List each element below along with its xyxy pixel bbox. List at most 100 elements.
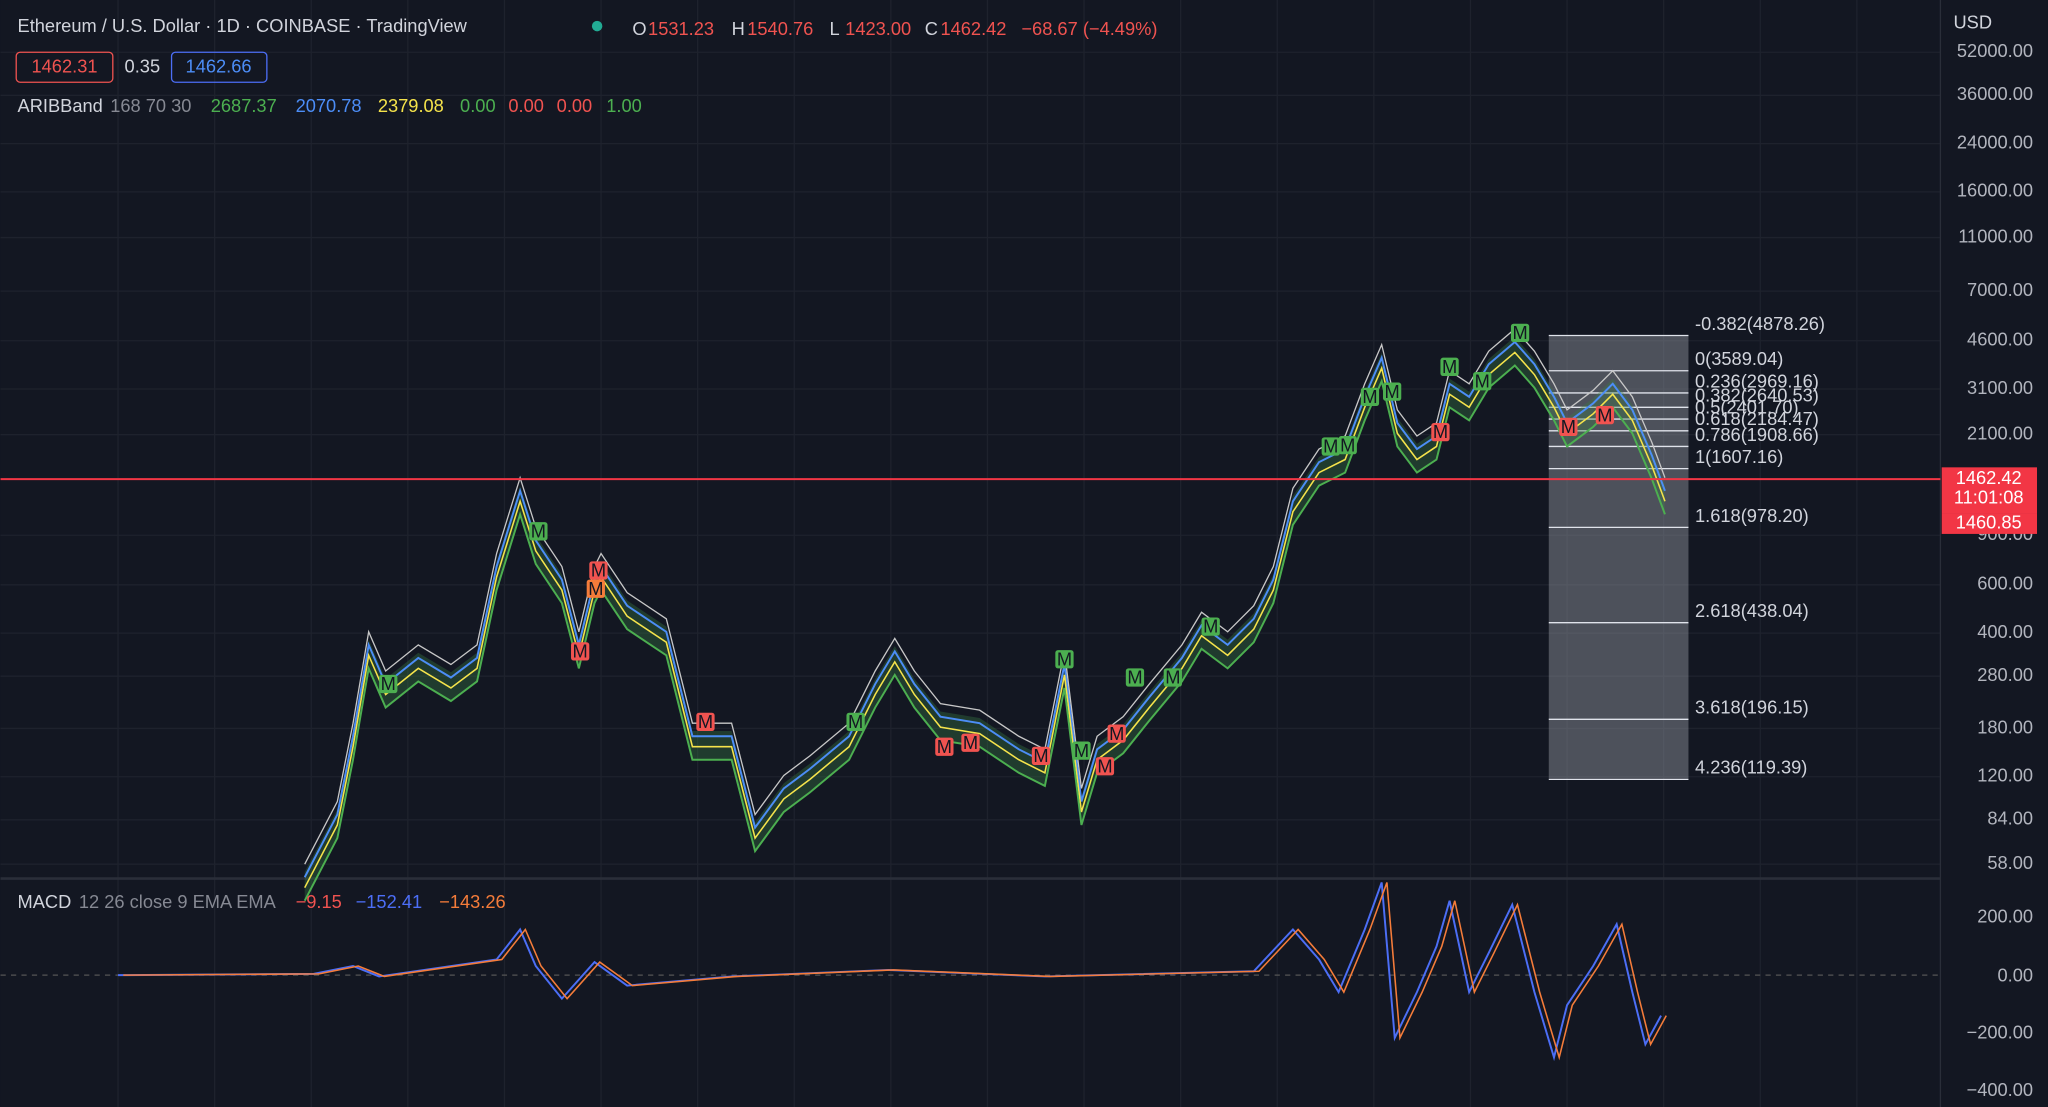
signal-marker-label: M xyxy=(698,711,713,732)
ohlc-label: L xyxy=(829,18,839,39)
band-fill xyxy=(304,336,1665,901)
fib-label: 0.786(1908.66) xyxy=(1695,424,1819,445)
band-lower xyxy=(303,364,1666,902)
price-axis-label: 400.00 xyxy=(1977,621,2033,642)
chart-title: Ethereum / U.S. Dollar · 1D · COINBASE ·… xyxy=(18,15,468,36)
price-path xyxy=(304,328,1666,865)
fib-label: 0(3589.04) xyxy=(1695,348,1783,369)
price-axis-label: 180.00 xyxy=(1977,716,2033,737)
price-axis-label: 58.00 xyxy=(1987,852,2033,873)
fib-label: 0.5(2401.70) xyxy=(1695,396,1799,417)
price-axis-label: 84.00 xyxy=(1987,808,2033,829)
signal-marker-label: M xyxy=(1442,356,1457,377)
signal-marker-label: M xyxy=(381,673,396,694)
signal-marker-label: M xyxy=(573,641,588,662)
last-price-tag xyxy=(1941,467,2038,514)
price-axis-label: 11000.00 xyxy=(1958,225,2033,246)
fib-label: 2.618(438.04) xyxy=(1695,600,1809,621)
signal-marker xyxy=(1440,357,1459,376)
signal-marker-label: M xyxy=(1561,416,1576,437)
signal-marker xyxy=(1031,746,1051,765)
indicator-value: 0.00 xyxy=(557,95,593,116)
fib-label: 0.618(2184.47) xyxy=(1695,408,1819,429)
signal-marker xyxy=(696,712,715,732)
signal-marker xyxy=(1095,757,1115,776)
signal-marker-label: M xyxy=(1033,745,1048,766)
signal-marker-label: M xyxy=(591,560,606,581)
signal-marker xyxy=(589,561,608,580)
ask-box xyxy=(170,51,268,83)
signal-marker-label: M xyxy=(1057,648,1072,669)
price-axis-label: 16000.00 xyxy=(1957,180,2033,201)
ohlc-label: H xyxy=(732,18,745,39)
signal-marker xyxy=(1107,724,1126,743)
signal-marker xyxy=(1163,668,1182,687)
signal-marker-label: M xyxy=(848,711,863,732)
indicator-params: 12 26 close 9 EMA EMA xyxy=(79,891,277,912)
signal-marker-label: M xyxy=(588,578,603,599)
indicator-name: ARIBBand xyxy=(18,95,103,116)
indicator-value: 2070.78 xyxy=(296,95,362,116)
macd-axis-label: −200.00 xyxy=(1967,1022,2034,1043)
ohlc-value: 1531.23 xyxy=(648,18,714,39)
signal-marker xyxy=(1431,422,1450,442)
indicator-value: 0.00 xyxy=(508,95,544,116)
signal-marker-label: M xyxy=(1323,436,1338,457)
ohlc-label: O xyxy=(632,18,646,39)
indicator-value: 2379.08 xyxy=(378,95,444,116)
price-axis-label: 4600.00 xyxy=(1967,329,2033,350)
fib-label: 0.382(2640.53) xyxy=(1695,385,1819,406)
signal-marker-label: M xyxy=(531,520,546,541)
signal-marker xyxy=(846,712,865,732)
indicator-value: 0.00 xyxy=(460,95,496,116)
status-dot xyxy=(591,20,603,32)
signal-line xyxy=(123,882,1667,1061)
signal-marker xyxy=(529,522,548,541)
fib-label: 4.236(119.39) xyxy=(1695,757,1807,778)
signal-marker-label: M xyxy=(1203,616,1218,637)
signal-marker xyxy=(1055,650,1074,669)
price-axis-label: 7000.00 xyxy=(1967,279,2033,300)
indicator-value: 2687.37 xyxy=(211,95,277,116)
signal-marker xyxy=(1360,387,1380,406)
indicator-value: −143.26 xyxy=(439,891,506,912)
macd-axis-label: −400.00 xyxy=(1967,1079,2034,1100)
signal-marker xyxy=(935,737,954,756)
price-axis-label: 52000.00 xyxy=(1957,40,2033,61)
signal-marker-label: M xyxy=(1097,755,1112,776)
signal-marker-label: M xyxy=(1340,434,1355,455)
signal-marker xyxy=(1125,668,1145,687)
price-axis-label: 3100.00 xyxy=(1967,377,2033,398)
signal-marker-label: M xyxy=(1362,386,1377,407)
signal-marker xyxy=(961,733,980,752)
signal-marker xyxy=(1559,417,1578,437)
price-axis-label: 24000.00 xyxy=(1957,131,2033,152)
signal-marker xyxy=(586,579,605,598)
signal-marker xyxy=(1595,405,1615,425)
signal-marker xyxy=(1072,741,1091,760)
ohlc-value: 1423.00 xyxy=(845,18,911,39)
fib-label: 3.618(196.15) xyxy=(1695,697,1809,718)
price-axis-label: 120.00 xyxy=(1977,765,2033,786)
signal-marker-label: M xyxy=(1165,667,1180,688)
signal-marker-label: M xyxy=(1074,740,1089,761)
signal-marker xyxy=(1338,436,1357,455)
price-axis-label: 2100.00 xyxy=(1967,423,2033,444)
indicator-params: 168 70 30 xyxy=(110,95,191,116)
price-axis-label: 280.00 xyxy=(1977,664,2033,685)
signal-marker-label: M xyxy=(1127,667,1142,688)
signal-marker xyxy=(571,642,590,661)
macd-axis-label: 0.00 xyxy=(1998,964,2034,985)
signal-marker xyxy=(1201,617,1220,636)
price-axis-label: 36000.00 xyxy=(1957,83,2033,104)
signal-marker-label: M xyxy=(1597,404,1612,425)
signal-marker-label: M xyxy=(1433,421,1448,442)
signal-marker-label: M xyxy=(1109,723,1124,744)
labels: Ethereum / U.S. Dollar · 1D · COINBASE ·… xyxy=(15,11,2038,1100)
other-price: 1460.85 xyxy=(1956,511,2022,532)
spread: 0.35 xyxy=(125,56,161,77)
indicator-value: −9.15 xyxy=(296,891,342,912)
signal-marker-label: M xyxy=(1385,381,1400,402)
